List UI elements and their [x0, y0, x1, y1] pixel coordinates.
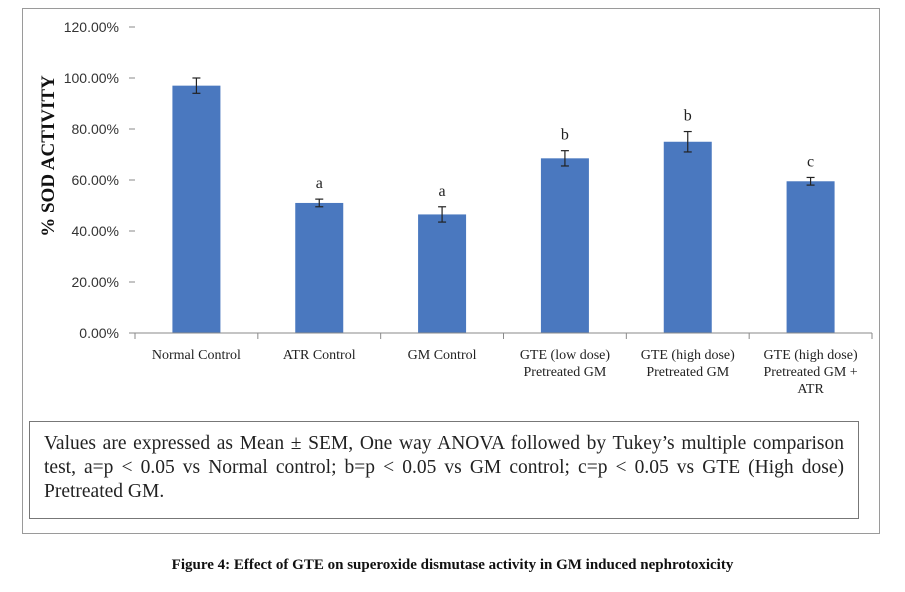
- category-labels: Normal Control ATR Control GM Control GTE (…: [134, 333, 873, 397]
- category-label: GM Control: [408, 348, 477, 363]
- category-label-line: ATR Control: [283, 348, 356, 363]
- category-label-line: ATR: [797, 382, 824, 397]
- category-label-line: GTE (low dose): [520, 348, 611, 363]
- bar-chart: % SOD ACTIVITY 0.00% 20.00% 40.00% 60.00% 80…: [38, 19, 873, 397]
- y-tick-label: 0.00%: [79, 325, 119, 341]
- note-box: Values are expressed as Mean ± SEM, One …: [29, 421, 859, 519]
- note-text: Values are expressed as Mean ± SEM, One …: [44, 433, 844, 502]
- y-tick-label: 100.00%: [64, 70, 119, 86]
- figure-frame: [22, 8, 880, 534]
- y-tick-label: 120.00%: [64, 19, 119, 35]
- category-label-line: Pretreated GM: [646, 365, 729, 380]
- bar: [418, 214, 467, 333]
- bar: [663, 141, 712, 333]
- category-label-line: Pretreated GM: [524, 365, 607, 380]
- significance-label: a: [439, 183, 446, 200]
- bar: [295, 202, 344, 333]
- category-label: GTE (low dose) Pretreated GM: [520, 348, 611, 380]
- significance-label: c: [807, 153, 814, 170]
- bar: [540, 158, 589, 333]
- bar: [786, 181, 835, 333]
- y-tick-label: 20.00%: [72, 274, 119, 290]
- bar: [172, 85, 221, 334]
- category-label-line: Pretreated GM +: [763, 365, 857, 380]
- y-tick-label: 80.00%: [72, 121, 119, 137]
- category-label-line: GTE (high dose): [641, 348, 735, 363]
- category-label: Normal Control: [152, 348, 241, 363]
- figure-caption: Figure 4: Effect of GTE on superoxide di…: [171, 557, 734, 573]
- significance-label: a: [316, 175, 323, 192]
- category-label: GTE (high dose) Pretreated GM + ATR: [763, 348, 857, 397]
- category-label-line: GM Control: [408, 348, 477, 363]
- significance-label: b: [684, 108, 692, 125]
- y-axis-title: % SOD ACTIVITY: [38, 75, 59, 237]
- category-label-line: GTE (high dose): [764, 348, 858, 363]
- y-tick-label: 60.00%: [72, 172, 119, 188]
- category-label: GTE (high dose) Pretreated GM: [641, 348, 735, 380]
- category-label-line: Normal Control: [152, 348, 241, 363]
- y-tick-label: 40.00%: [72, 223, 119, 239]
- significance-label: b: [561, 127, 569, 144]
- bars: a a b b c: [172, 77, 835, 334]
- y-axis-ticks: 0.00% 20.00% 40.00% 60.00% 80.00% 100.00% 120.…: [64, 19, 135, 341]
- category-label: ATR Control: [283, 348, 356, 363]
